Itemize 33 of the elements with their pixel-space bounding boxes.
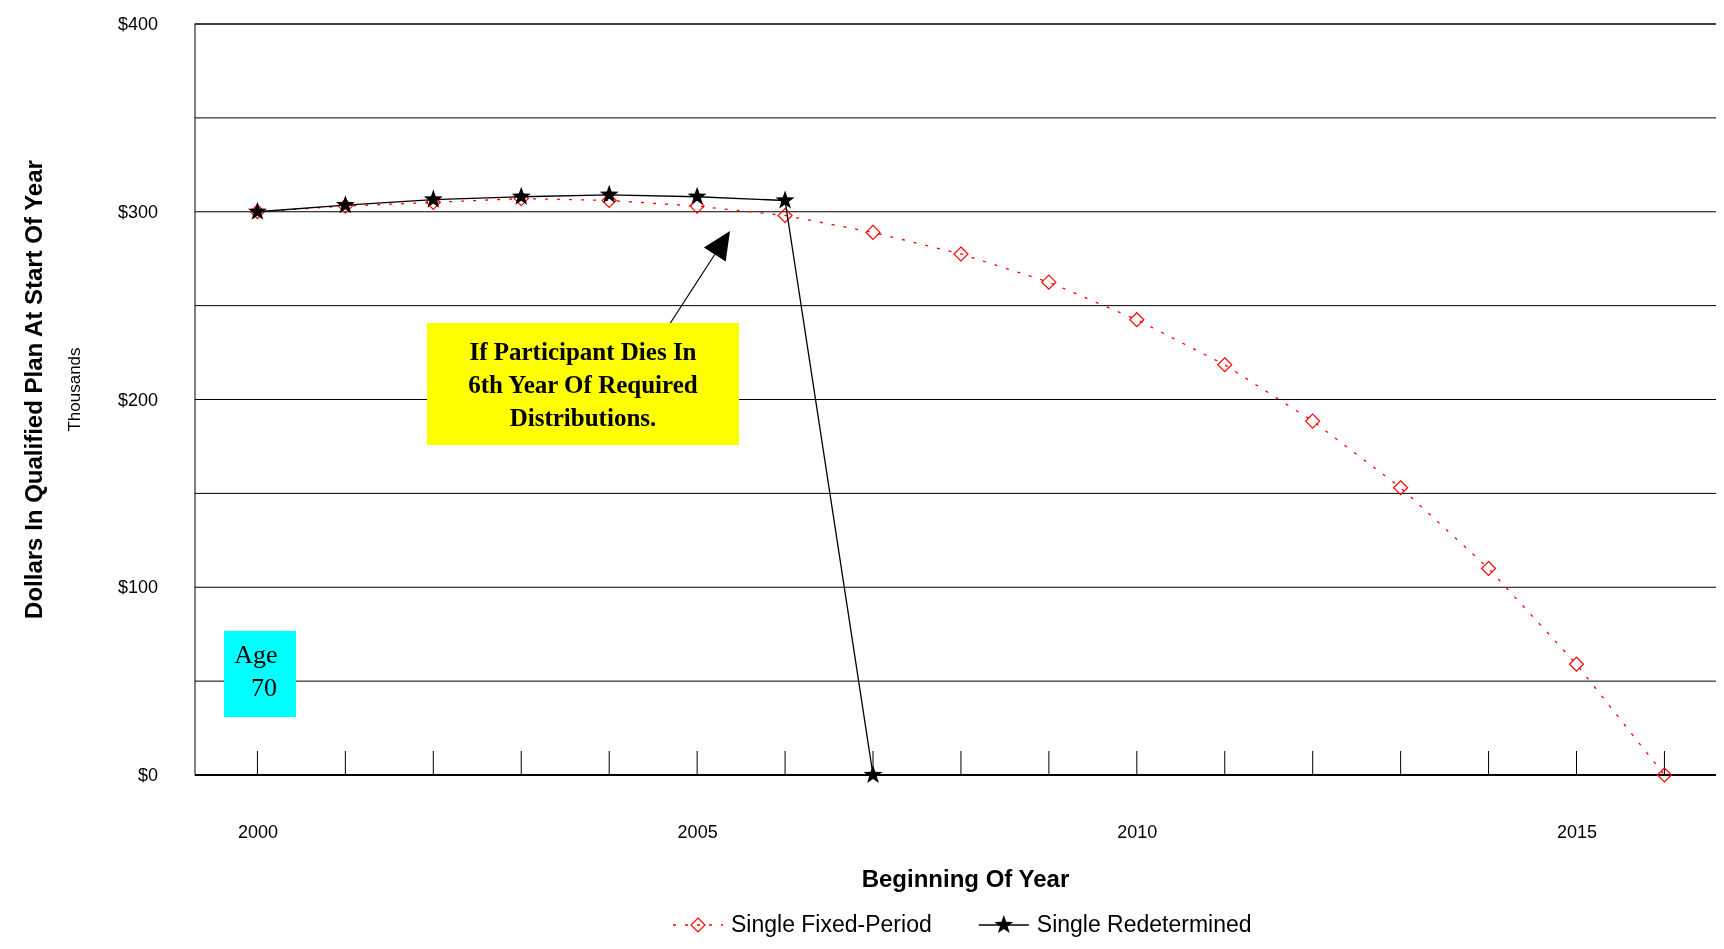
- y-tick-label: $100: [117, 577, 158, 598]
- point: [775, 190, 795, 209]
- x-tick-label: 2005: [677, 821, 718, 842]
- point: [1305, 413, 1321, 429]
- y-tick-label: $200: [117, 389, 158, 410]
- point: [865, 224, 881, 240]
- x-tick-label: 2015: [1556, 821, 1598, 842]
- point: [423, 189, 443, 208]
- point: [777, 207, 793, 224]
- point: [1129, 312, 1145, 328]
- point: [953, 246, 969, 262]
- point: [599, 184, 619, 203]
- point: [1217, 357, 1233, 373]
- y-tick-label: $300: [117, 201, 158, 222]
- point: [1656, 767, 1673, 783]
- point: [863, 765, 883, 784]
- point: [1568, 656, 1585, 672]
- point: [1480, 560, 1497, 577]
- point: [1041, 274, 1057, 290]
- x-tick-label: 2000: [237, 821, 278, 842]
- x-tick-label: 2010: [1117, 821, 1158, 842]
- legend-label: Single Redetermined: [1036, 911, 1252, 937]
- text: Thousands: [65, 347, 84, 432]
- x-axis-title: Beginning Of Year: [861, 865, 1070, 892]
- y-tick-label: $400: [117, 14, 158, 34]
- y-tick-label: $0: [137, 765, 158, 785]
- annotation: If Participant Dies In 6th Year Of Required Distributions.: [468, 338, 698, 431]
- annotation: Age 70: [234, 640, 278, 702]
- y-axis-title: Dollars In Qualified Plan At Start Of Year: [20, 160, 47, 619]
- legend-label: Single Fixed-Period: [731, 911, 932, 937]
- point: [511, 186, 531, 205]
- point: [1393, 480, 1409, 496]
- point: [687, 186, 707, 205]
